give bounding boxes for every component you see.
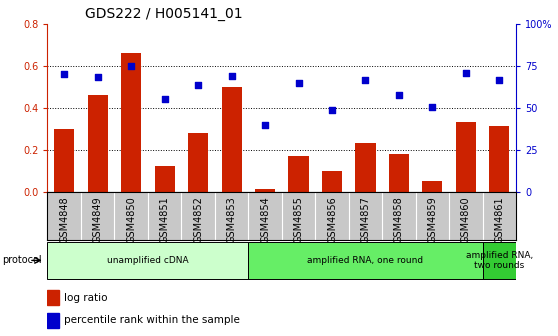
Point: [495, 77, 504, 83]
Point: [461, 71, 470, 76]
Point: [127, 63, 136, 68]
Text: GSM4861: GSM4861: [494, 196, 504, 243]
Text: GSM4857: GSM4857: [360, 196, 371, 243]
Text: GSM4852: GSM4852: [193, 196, 203, 243]
Point: [93, 75, 102, 80]
Text: GSM4851: GSM4851: [160, 196, 170, 243]
Bar: [222, 87, 242, 192]
Text: GSM4848: GSM4848: [59, 196, 69, 243]
Bar: [422, 181, 442, 192]
Bar: [121, 53, 141, 192]
Bar: [389, 154, 409, 192]
Text: GSM4859: GSM4859: [427, 196, 437, 243]
Text: GSM4855: GSM4855: [294, 196, 304, 243]
Point: [428, 104, 437, 110]
Point: [328, 108, 336, 113]
Bar: [155, 166, 175, 192]
Text: amplified RNA, one round: amplified RNA, one round: [307, 256, 424, 265]
Bar: [489, 126, 509, 192]
Text: log ratio: log ratio: [64, 293, 108, 303]
Point: [261, 123, 270, 128]
Bar: [456, 122, 476, 192]
Text: GSM4854: GSM4854: [260, 196, 270, 243]
Bar: [47, 290, 59, 305]
Point: [227, 74, 236, 79]
Point: [60, 71, 69, 77]
Text: percentile rank within the sample: percentile rank within the sample: [64, 316, 240, 325]
Text: protocol: protocol: [2, 255, 41, 265]
Point: [395, 92, 403, 98]
Bar: [88, 95, 108, 192]
Bar: [255, 190, 275, 192]
Bar: [54, 129, 74, 192]
FancyBboxPatch shape: [47, 242, 248, 279]
Text: GSM4849: GSM4849: [93, 196, 103, 243]
Text: GDS222 / H005141_01: GDS222 / H005141_01: [85, 7, 243, 21]
Text: GSM4858: GSM4858: [394, 196, 404, 243]
Text: GSM4860: GSM4860: [461, 196, 471, 243]
Text: GSM4850: GSM4850: [126, 196, 136, 243]
Bar: [47, 313, 59, 328]
Bar: [355, 143, 376, 192]
Point: [194, 82, 203, 88]
Bar: [188, 133, 208, 192]
Text: GSM4856: GSM4856: [327, 196, 337, 243]
Bar: [322, 171, 342, 192]
Point: [160, 96, 169, 102]
Text: GSM4853: GSM4853: [227, 196, 237, 243]
Bar: [288, 156, 309, 192]
Text: amplified RNA,
two rounds: amplified RNA, two rounds: [466, 251, 533, 270]
FancyBboxPatch shape: [248, 242, 483, 279]
Point: [294, 81, 303, 86]
Point: [361, 77, 370, 83]
FancyBboxPatch shape: [483, 242, 516, 279]
Text: unamplified cDNA: unamplified cDNA: [107, 256, 189, 265]
